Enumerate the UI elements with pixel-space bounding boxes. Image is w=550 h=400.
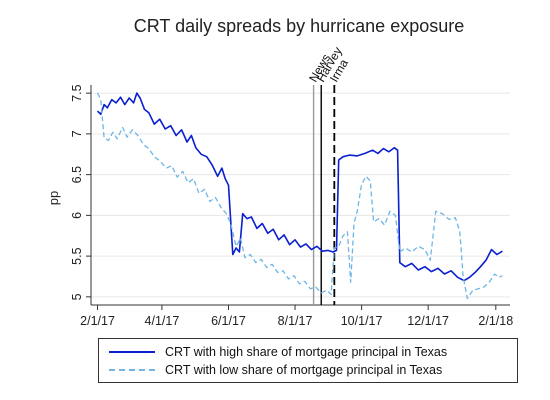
- series-line-low-texas-share: [96, 92, 503, 300]
- legend-entry-low: CRT with low share of mortgage principal…: [109, 361, 442, 379]
- y-tick-label: 5: [70, 293, 84, 300]
- x-tick-label: 2/1/18: [478, 314, 513, 328]
- legend-entry-high: CRT with high share of mortgage principa…: [109, 343, 447, 361]
- legend-label-low: CRT with low share of mortgage principal…: [165, 363, 443, 377]
- legend: CRT with high share of mortgage principa…: [98, 338, 518, 383]
- x-tick-label: 12/1/17: [407, 314, 449, 328]
- x-tick-label: 2/1/17: [80, 314, 115, 328]
- legend-swatch-low: [109, 369, 155, 371]
- y-tick-label: 6.5: [70, 166, 84, 183]
- gridlines: [91, 92, 510, 298]
- x-tick-label: 6/1/17: [211, 314, 246, 328]
- legend-label-high: CRT with high share of mortgage principa…: [165, 345, 448, 359]
- series-lines: [96, 92, 503, 300]
- y-tick-label: 6: [70, 212, 84, 219]
- x-tick-label: 8/1/17: [278, 314, 313, 328]
- y-tick-label: 7: [70, 130, 84, 137]
- x-tick-label: 4/1/17: [145, 314, 180, 328]
- series-line-high-texas-share: [96, 92, 503, 282]
- y-tick-label: 7.5: [70, 84, 84, 101]
- tick-labels: 5 5.5 6 6.5 7 7.5 2/1/17 4/1/17 6/1/17 8/1/17 10/1…: [70, 84, 513, 328]
- chart-title: CRT daily spreads by hurricane exposure: [134, 16, 465, 36]
- y-axis-label: pp: [46, 191, 61, 205]
- legend-swatch-high: [109, 351, 155, 353]
- axes: [90, 85, 510, 306]
- y-tick-label: 5.5: [70, 247, 84, 264]
- x-tick-label: 10/1/17: [341, 314, 383, 328]
